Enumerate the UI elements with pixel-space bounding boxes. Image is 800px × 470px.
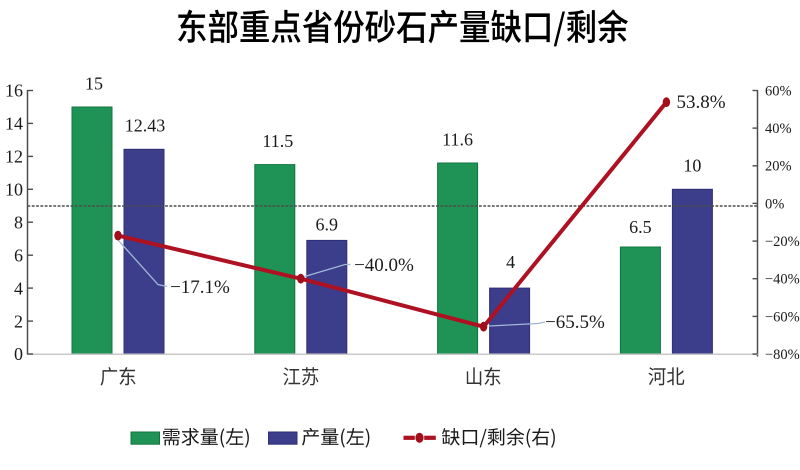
svg-text:−20%: −20% (765, 234, 800, 250)
svg-text:−17.1%: −17.1% (170, 277, 230, 298)
svg-text:11.5: 11.5 (262, 131, 293, 151)
svg-text:−65.5%: −65.5% (545, 312, 605, 333)
svg-text:−40%: −40% (765, 272, 800, 288)
svg-text:20%: 20% (765, 159, 792, 175)
svg-text:0%: 0% (765, 196, 784, 212)
svg-text:11.6: 11.6 (442, 129, 473, 149)
svg-text:8: 8 (14, 212, 23, 232)
svg-text:60%: 60% (765, 83, 792, 99)
svg-text:0: 0 (14, 344, 23, 364)
svg-text:4: 4 (14, 278, 23, 298)
svg-text:6.9: 6.9 (316, 215, 339, 235)
svg-text:6.5: 6.5 (629, 217, 652, 237)
svg-text:14: 14 (5, 114, 23, 134)
svg-text:6: 6 (14, 245, 23, 265)
svg-text:12.43: 12.43 (125, 116, 166, 136)
svg-text:10: 10 (683, 156, 701, 176)
svg-text:16: 16 (5, 81, 23, 101)
svg-text:4: 4 (506, 252, 515, 272)
svg-text:2: 2 (14, 311, 23, 331)
svg-text:12: 12 (5, 147, 23, 167)
svg-text:−40.0%: −40.0% (354, 255, 414, 276)
svg-text:−60%: −60% (765, 309, 800, 325)
svg-text:40%: 40% (765, 121, 792, 137)
svg-text:53.8%: 53.8% (676, 92, 725, 113)
svg-text:10: 10 (5, 180, 23, 200)
svg-text:15: 15 (85, 73, 103, 93)
svg-text:−80%: −80% (765, 347, 800, 363)
